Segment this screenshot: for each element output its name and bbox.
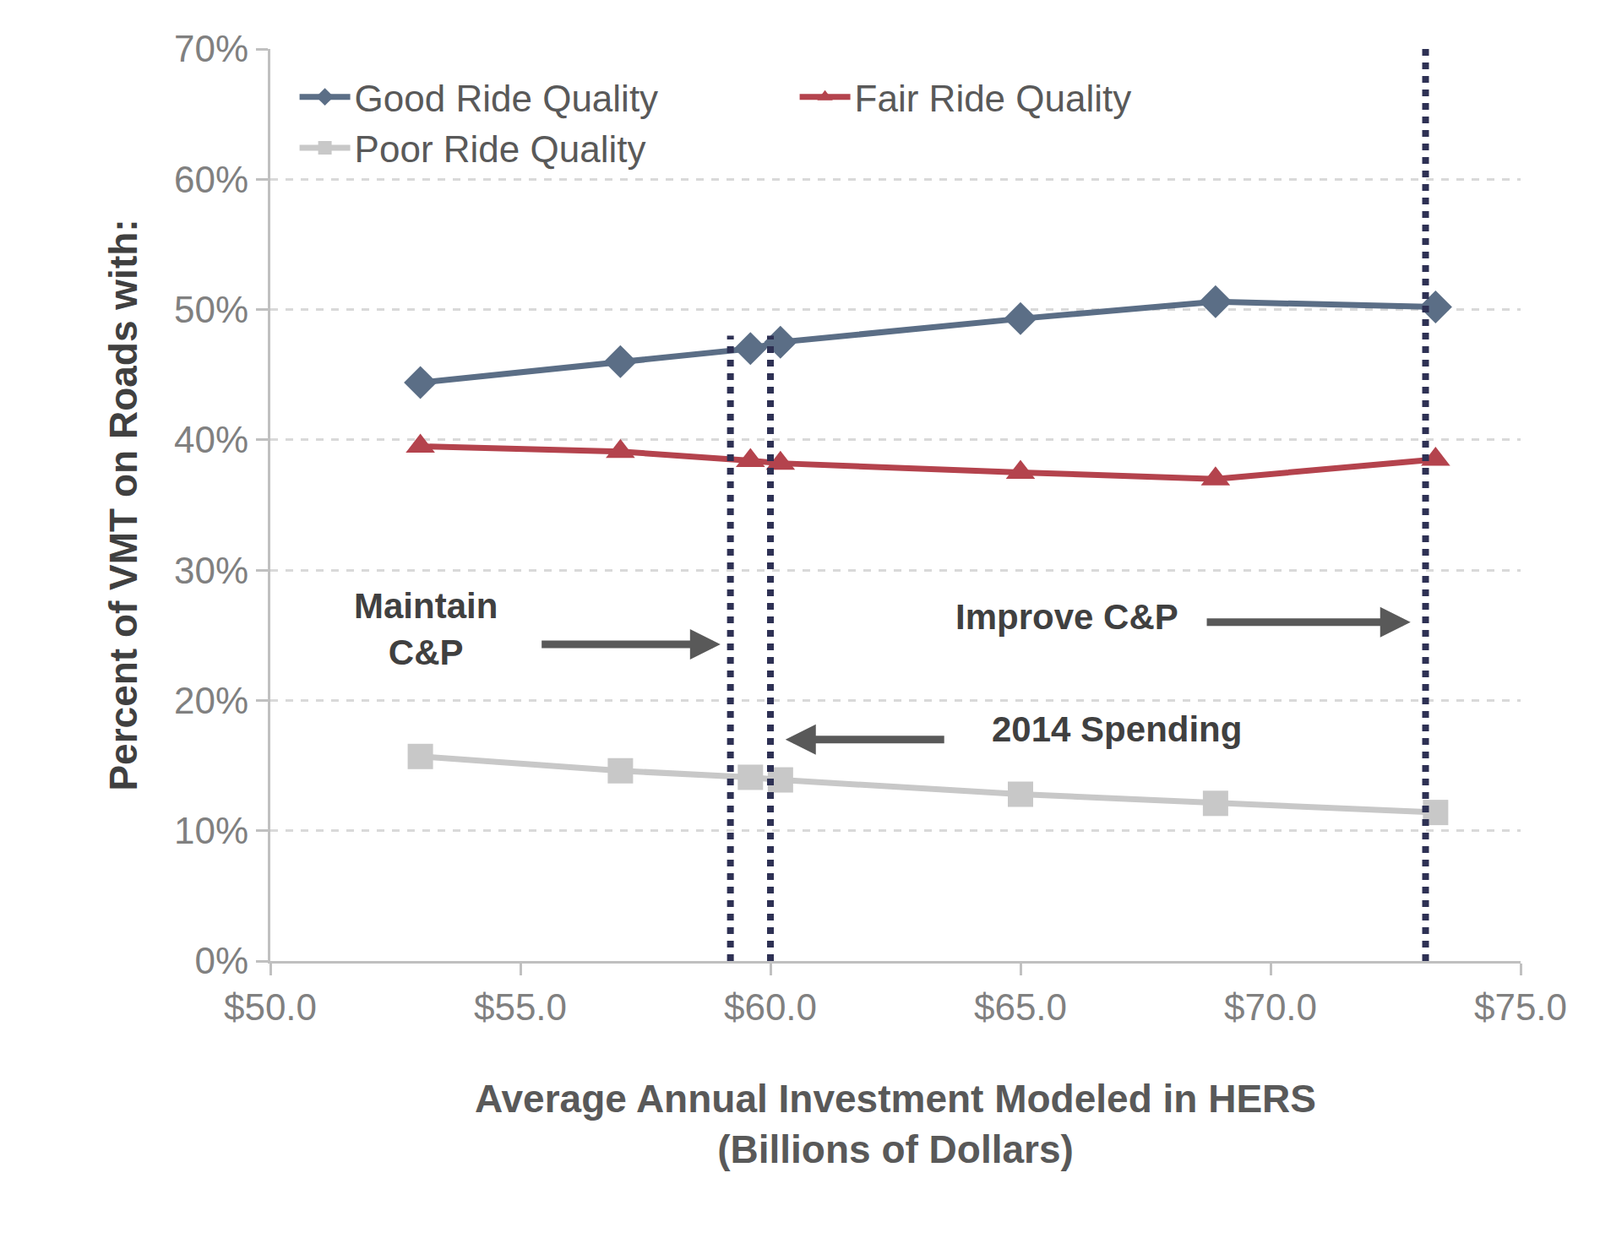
svg-text:Average Annual Investment Mode: Average Annual Investment Modeled in HER… xyxy=(474,1077,1317,1172)
svg-text:30%: 30% xyxy=(174,549,249,592)
svg-text:Improve C&P: Improve C&P xyxy=(955,597,1179,637)
svg-text:20%: 20% xyxy=(174,680,249,722)
svg-text:50%: 50% xyxy=(174,288,249,331)
svg-text:$65.0: $65.0 xyxy=(974,986,1067,1029)
svg-text:40%: 40% xyxy=(174,419,249,461)
svg-text:MaintainC&P: MaintainC&P xyxy=(353,586,498,673)
svg-text:0%: 0% xyxy=(195,940,250,982)
svg-text:Fair Ride Quality: Fair Ride Quality xyxy=(854,77,1132,120)
svg-text:Percent of VMT on Roads with:: Percent of VMT on Roads with: xyxy=(101,218,146,791)
svg-text:$70.0: $70.0 xyxy=(1224,986,1318,1029)
svg-text:10%: 10% xyxy=(174,810,249,852)
svg-text:70%: 70% xyxy=(174,27,249,70)
svg-text:$60.0: $60.0 xyxy=(723,986,817,1029)
svg-text:Good Ride Quality: Good Ride Quality xyxy=(354,77,659,120)
svg-text:2014 Spending: 2014 Spending xyxy=(991,709,1242,750)
svg-text:$50.0: $50.0 xyxy=(223,986,317,1029)
svg-text:Poor Ride Quality: Poor Ride Quality xyxy=(354,128,647,170)
svg-text:60%: 60% xyxy=(174,158,249,201)
svg-text:$75.0: $75.0 xyxy=(1474,986,1568,1029)
svg-text:$55.0: $55.0 xyxy=(473,986,567,1029)
